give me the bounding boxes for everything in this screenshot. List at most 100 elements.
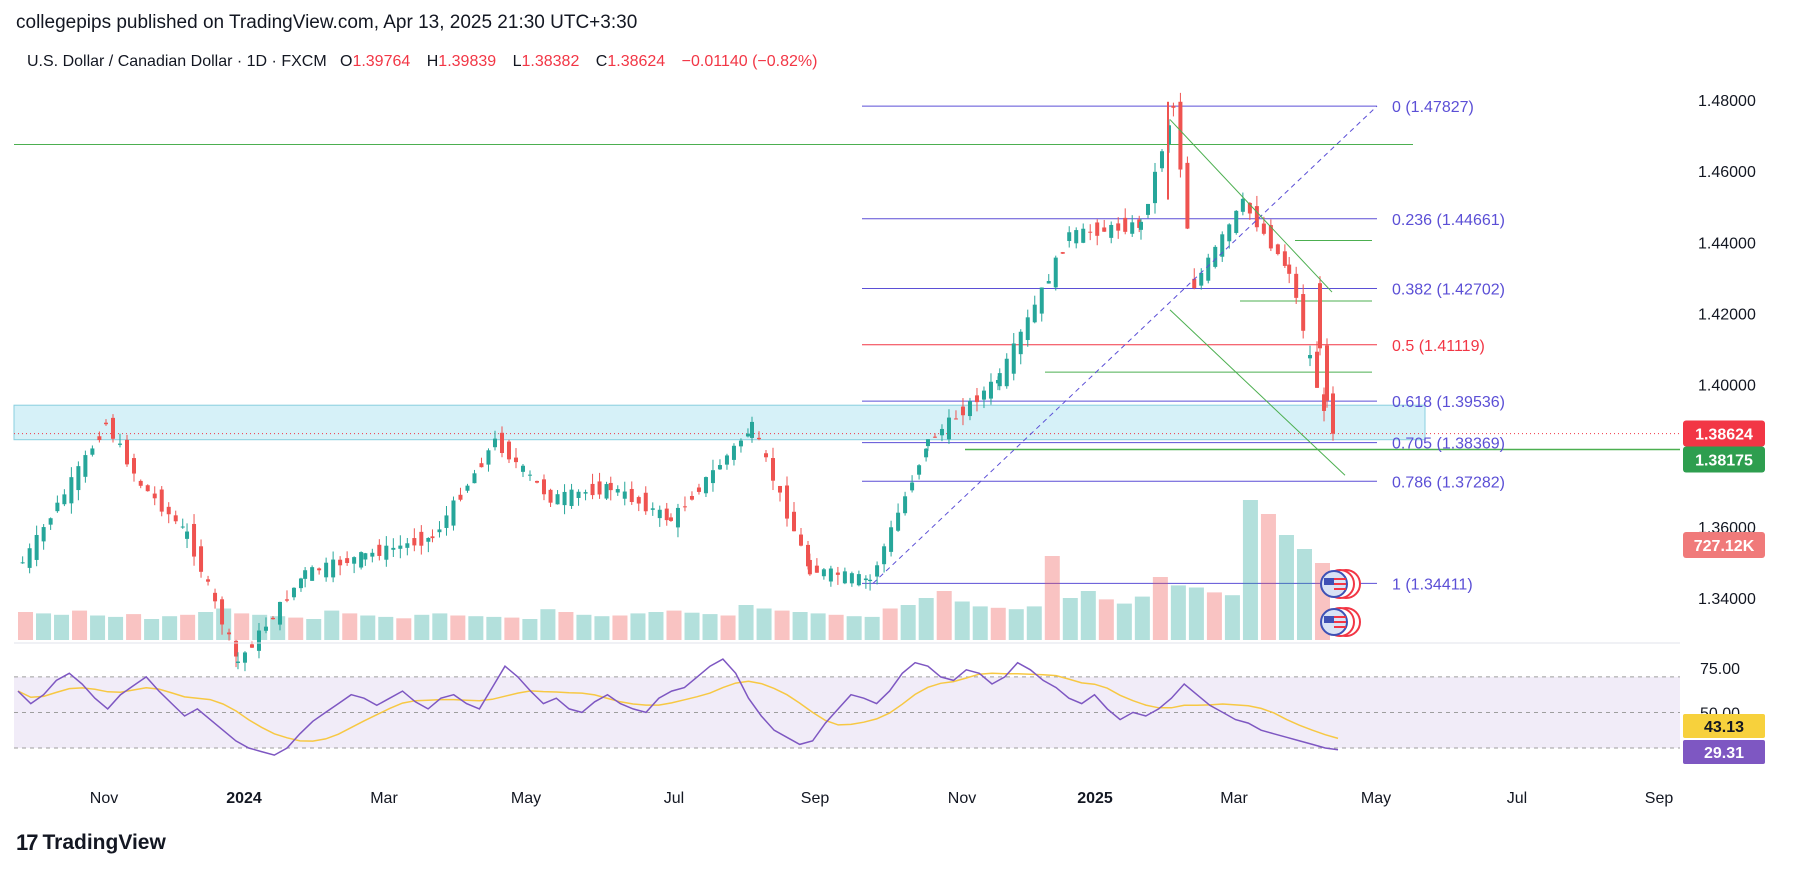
- price-axis[interactable]: 1.480001.460001.440001.420001.400001.360…: [14, 93, 1765, 644]
- volume-bar: [594, 616, 610, 640]
- candle-body: [939, 428, 944, 436]
- tradingview-footer[interactable]: 17 TradingView: [16, 830, 166, 856]
- candle-body: [138, 480, 143, 486]
- open-label: O: [339, 53, 353, 70]
- candle-body: [284, 599, 289, 601]
- candle-body: [444, 515, 449, 528]
- candle-body: [842, 571, 847, 584]
- candle-body: [291, 587, 296, 598]
- volume-bar: [36, 613, 52, 640]
- candle-body: [731, 445, 736, 460]
- candle-body: [472, 473, 477, 484]
- candle-body: [703, 477, 708, 494]
- volume-bar: [792, 612, 808, 640]
- candle-body: [675, 507, 680, 528]
- volume-bar: [900, 605, 916, 640]
- trend-lines[interactable]: [872, 105, 1378, 584]
- fib-retracement[interactable]: 0 (1.47827) 0.236 (1.44661) 0.382 (1.42702…: [862, 99, 1505, 593]
- volume-badge-bg: [1683, 532, 1765, 558]
- candle-body: [1011, 343, 1016, 374]
- support-zone[interactable]: [13, 404, 1680, 441]
- volume-bar: [450, 615, 466, 640]
- channel-lower-line: [1169, 309, 1346, 476]
- candle-body: [352, 557, 357, 564]
- candle-body: [1240, 198, 1245, 212]
- volume-bar: [108, 616, 124, 640]
- candle-body: [925, 439, 930, 447]
- volume-badge: 727.12K: [1694, 538, 1755, 555]
- volume-bar: [54, 614, 70, 640]
- candle-body: [331, 559, 336, 578]
- volume-bar: [342, 613, 358, 640]
- volume-bar: [18, 612, 34, 640]
- candle-body: [213, 592, 218, 602]
- volume-bar: [612, 615, 628, 640]
- candle-body: [555, 494, 560, 505]
- volume-bar: [504, 617, 520, 640]
- candle-body: [1213, 246, 1218, 267]
- candle-body: [807, 559, 812, 575]
- candle-body: [548, 489, 553, 503]
- event-markers[interactable]: [1320, 569, 1361, 637]
- price-tick: 1.44000: [1698, 235, 1756, 252]
- candle-body: [875, 565, 880, 577]
- fib-label-7: 1 (1.34411): [1392, 576, 1473, 593]
- candle-body: [1053, 257, 1058, 288]
- candle-body: [856, 574, 861, 586]
- candle-body: [206, 579, 211, 582]
- volume-bar: [252, 614, 268, 640]
- candle-body: [1227, 224, 1232, 242]
- candle-body: [527, 474, 532, 476]
- candle-body: [664, 508, 669, 521]
- candle-body: [889, 527, 894, 552]
- candle-body: [668, 517, 673, 521]
- rsi-value-badge: 29.31: [1704, 745, 1744, 762]
- price-tick: 1.46000: [1698, 164, 1756, 181]
- time-axis[interactable]: Nov 2024 Mar May Jul Sep Nov 2025 Mar May Jul Sep: [90, 790, 1674, 807]
- candle-body: [1254, 206, 1259, 228]
- volume-bar: [1008, 609, 1024, 640]
- candle-body: [97, 436, 102, 441]
- volume-bar: [990, 607, 1006, 640]
- volume-bar: [234, 613, 250, 640]
- volume-bar: [180, 614, 196, 640]
- close-label: C: [595, 53, 608, 70]
- time-tick-1: 2024: [226, 790, 262, 807]
- candle-body: [1294, 273, 1299, 298]
- volume-bar: [522, 619, 538, 640]
- rsi-line: [17, 658, 1339, 756]
- candle-body: [1325, 345, 1329, 401]
- candle-body: [604, 484, 609, 499]
- candle-body: [541, 479, 546, 495]
- candle-body: [1275, 244, 1280, 255]
- candle-body: [90, 448, 95, 455]
- candle-body: [249, 644, 254, 648]
- candle-body: [235, 661, 240, 663]
- volume-bar: [1026, 606, 1042, 640]
- support-price-badge: 1.38175: [1695, 452, 1753, 469]
- candle-body: [932, 436, 937, 438]
- price-tick: 1.34000: [1698, 591, 1756, 608]
- candle-body: [650, 508, 655, 510]
- volume-bar: [270, 616, 286, 640]
- candle-body: [583, 492, 588, 494]
- volume-bar: [1080, 591, 1096, 640]
- candle-body: [62, 494, 67, 505]
- candle-body: [569, 489, 574, 506]
- candle-body: [622, 491, 627, 499]
- candle-body: [1331, 393, 1335, 434]
- candle-body: [412, 538, 417, 546]
- fib-label-2: 0.382 (1.42702): [1392, 281, 1505, 298]
- symbol-name[interactable]: U.S. Dollar / Canadian Dollar · 1D · FXC…: [27, 53, 327, 70]
- volume-bar: [828, 614, 844, 640]
- volume-bar: [1152, 577, 1168, 640]
- candle-body: [828, 568, 833, 582]
- candle-body: [910, 482, 915, 491]
- candle-body: [1159, 151, 1164, 169]
- candle-body: [710, 470, 715, 484]
- candle-body: [778, 485, 783, 493]
- volume-bar: [774, 610, 790, 640]
- candle-body: [636, 497, 641, 504]
